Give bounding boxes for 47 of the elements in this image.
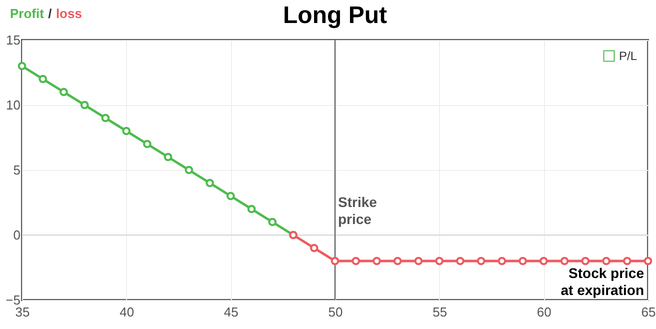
y-tick-label: 10: [6, 98, 20, 112]
point: [372, 256, 381, 266]
point: [60, 88, 68, 96]
x-tick-label: 65: [641, 304, 656, 320]
point: [498, 256, 506, 266]
x-tick-label: 50: [328, 304, 343, 320]
legend-label: P/L: [619, 49, 638, 63]
point: [540, 256, 548, 266]
point: [206, 178, 214, 188]
point: [18, 62, 26, 70]
point: [247, 204, 256, 214]
point: [38, 74, 48, 84]
point: [226, 192, 235, 200]
x-tick-label: 60: [536, 304, 552, 320]
point: [456, 256, 464, 266]
chart-title: Long Put: [283, 2, 387, 29]
point: [80, 100, 89, 110]
point: [393, 256, 402, 266]
point: [518, 256, 527, 266]
point: [184, 166, 194, 174]
point: [352, 256, 360, 266]
point: [122, 126, 130, 136]
point: [310, 244, 318, 252]
x-tick-label: 40: [120, 304, 134, 320]
point: [644, 256, 652, 266]
x-axis-title: Stock price at expiration: [560, 265, 644, 298]
point: [602, 256, 610, 266]
point: [330, 256, 340, 266]
point: [435, 256, 444, 266]
y-tick-label: 5: [13, 162, 20, 178]
y-tick-label: −5: [6, 292, 20, 308]
y-axis-title: Profit / loss: [10, 6, 82, 21]
point: [622, 256, 632, 266]
point: [101, 114, 110, 122]
x-tick-label: 45: [224, 304, 238, 320]
point: [581, 256, 590, 266]
x-tick-label: 35: [15, 304, 30, 320]
point: [143, 140, 152, 148]
point: [414, 256, 423, 266]
point: [164, 152, 172, 162]
x-tick-label: 55: [432, 304, 448, 320]
ref-line-label: Strike price: [338, 194, 378, 227]
point: [560, 256, 569, 266]
point: [476, 256, 486, 266]
y-tick-label: 0: [13, 228, 20, 242]
y-tick-label: 15: [6, 32, 20, 48]
point: [268, 218, 277, 226]
